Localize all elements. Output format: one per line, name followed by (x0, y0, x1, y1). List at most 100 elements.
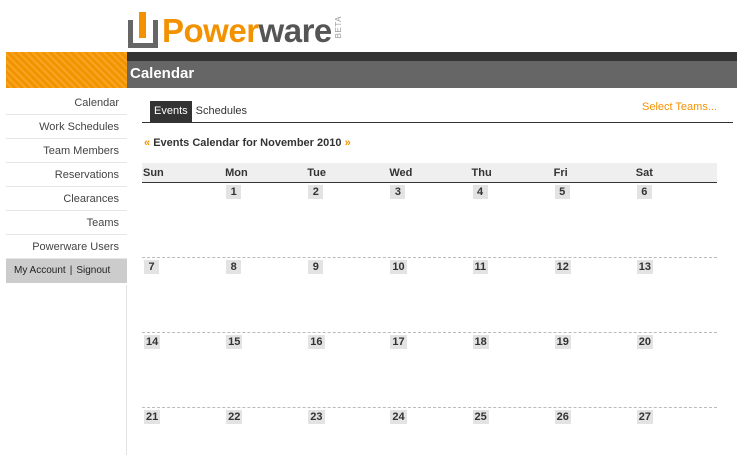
content-divider (126, 285, 127, 455)
sidebar-header-band (6, 52, 127, 88)
day-number[interactable]: 13 (636, 260, 653, 274)
calendar-day-cell[interactable]: 9 (306, 258, 388, 332)
account-bar: My Account | Signout (6, 259, 127, 283)
sidebar-item-reservations[interactable]: Reservations (6, 163, 127, 187)
calendar-day-cell[interactable]: 23 (306, 408, 388, 455)
calendar-week: 21 22 23 24 25 26 27 (142, 408, 717, 455)
calendar-day-cell[interactable]: 13 (635, 258, 717, 332)
calendar-heading-text: Events Calendar for November 2010 (153, 137, 342, 149)
day-number[interactable]: 17 (390, 335, 407, 349)
day-number[interactable]: 9 (308, 260, 324, 274)
calendar-day-cell[interactable]: 7 (142, 258, 224, 332)
day-number[interactable]: 15 (226, 335, 243, 349)
calendar-day-cell[interactable]: 25 (471, 408, 553, 455)
day-number[interactable]: 4 (472, 185, 488, 199)
calendar-day-cell[interactable]: 16 (306, 333, 388, 407)
calendar-day-cell[interactable]: 21 (142, 408, 224, 455)
next-month-button[interactable]: » (344, 137, 351, 149)
calendar-heading: « Events Calendar for November 2010 » (144, 137, 351, 149)
sidebar-item-team-members[interactable]: Team Members (6, 139, 127, 163)
day-number[interactable]: 5 (554, 185, 570, 199)
tabs-underline (142, 122, 733, 123)
day-number[interactable]: 26 (554, 410, 571, 424)
calendar-day-cell[interactable]: 1 (224, 183, 306, 257)
calendar-day-cell[interactable]: 26 (553, 408, 635, 455)
weekday-wed: Wed (389, 167, 413, 179)
logo-mark-icon (128, 12, 158, 48)
tab-events[interactable]: Events (150, 101, 192, 122)
calendar-day-cell[interactable]: 10 (388, 258, 470, 332)
calendar-day-cell[interactable]: 2 (306, 183, 388, 257)
signout-link[interactable]: Signout (76, 265, 111, 276)
day-number[interactable]: 10 (390, 260, 407, 274)
day-number[interactable]: 27 (636, 410, 653, 424)
my-account-link[interactable]: My Account (14, 265, 66, 276)
sidebar-item-calendar[interactable]: Calendar (6, 91, 127, 115)
weekday-thu: Thu (471, 167, 492, 179)
calendar-day-cell[interactable]: 5 (553, 183, 635, 257)
weekday-sun: Sun (143, 167, 164, 179)
logo-text-power: Power (162, 12, 259, 49)
calendar-week: 7 8 9 10 11 12 13 (142, 258, 717, 333)
day-number[interactable]: 12 (554, 260, 571, 274)
select-teams-link[interactable]: Select Teams... (642, 101, 717, 113)
day-number[interactable]: 8 (226, 260, 242, 274)
day-number[interactable]: 2 (308, 185, 324, 199)
day-number[interactable]: 25 (472, 410, 489, 424)
weekday-fri: Fri (553, 167, 568, 179)
logo-text: Powerware (162, 12, 332, 50)
day-number[interactable]: 22 (226, 410, 243, 424)
day-number[interactable]: 14 (144, 335, 161, 349)
calendar-day-cell[interactable]: 12 (553, 258, 635, 332)
calendar-day-cell[interactable]: 3 (388, 183, 470, 257)
sidebar-item-clearances[interactable]: Clearances (6, 187, 127, 211)
page-title: Calendar (130, 65, 195, 82)
weekday-mon: Mon (225, 167, 248, 179)
beta-badge: BETA (333, 16, 343, 39)
calendar-day-cell[interactable]: 8 (224, 258, 306, 332)
calendar-day-cell[interactable]: 11 (471, 258, 553, 332)
calendar-day-cell[interactable]: 18 (471, 333, 553, 407)
day-number[interactable]: 24 (390, 410, 407, 424)
weekday-tue: Tue (307, 167, 326, 179)
calendar-week: 14 15 16 17 18 19 20 (142, 333, 717, 408)
calendar-day-cell[interactable]: 15 (224, 333, 306, 407)
sidebar: Calendar Work Schedules Team Members Res… (6, 91, 127, 283)
calendar-day-cell[interactable]: 4 (471, 183, 553, 257)
day-number[interactable]: 16 (308, 335, 325, 349)
calendar-day-cell[interactable]: 27 (635, 408, 717, 455)
view-tabs: Events Schedules (150, 101, 251, 122)
account-separator: | (69, 265, 73, 276)
day-number[interactable]: 20 (636, 335, 653, 349)
sidebar-item-teams[interactable]: Teams (6, 211, 127, 235)
day-number[interactable]: 6 (636, 185, 652, 199)
tab-schedules[interactable]: Schedules (195, 105, 248, 117)
calendar-day-cell[interactable]: 17 (388, 333, 470, 407)
calendar-day-cell[interactable]: 24 (388, 408, 470, 455)
day-number[interactable]: 18 (472, 335, 489, 349)
calendar-week: 1 2 3 4 5 6 (142, 183, 717, 258)
day-number[interactable]: 11 (472, 260, 489, 274)
sidebar-item-powerware-users[interactable]: Powerware Users (6, 235, 127, 259)
logo-text-ware: ware (258, 12, 333, 49)
calendar-day-cell[interactable]: 20 (635, 333, 717, 407)
page-title-bar: Calendar (127, 61, 737, 88)
powerware-logo[interactable]: Powerware BETA (128, 12, 343, 50)
calendar-day-cell[interactable]: 14 (142, 333, 224, 407)
header-dark-band (127, 52, 737, 61)
day-number[interactable]: 7 (144, 260, 159, 274)
day-number[interactable]: 1 (226, 185, 242, 199)
sidebar-item-work-schedules[interactable]: Work Schedules (6, 115, 127, 139)
weekday-sat: Sat (635, 167, 653, 179)
calendar-grid: 1 2 3 4 5 6 7 8 9 10 11 12 13 14 15 16 1… (142, 183, 717, 455)
day-number[interactable]: 23 (308, 410, 325, 424)
calendar-day-cell[interactable] (142, 183, 224, 257)
day-number[interactable]: 3 (390, 185, 406, 199)
calendar-day-cell[interactable]: 19 (553, 333, 635, 407)
weekday-header-row: Sun Mon Tue Wed Thu Fri Sat (142, 163, 717, 183)
prev-month-button[interactable]: « (144, 137, 151, 149)
calendar-day-cell[interactable]: 6 (635, 183, 717, 257)
calendar-day-cell[interactable]: 22 (224, 408, 306, 455)
day-number[interactable]: 19 (554, 335, 571, 349)
day-number[interactable]: 21 (144, 410, 161, 424)
